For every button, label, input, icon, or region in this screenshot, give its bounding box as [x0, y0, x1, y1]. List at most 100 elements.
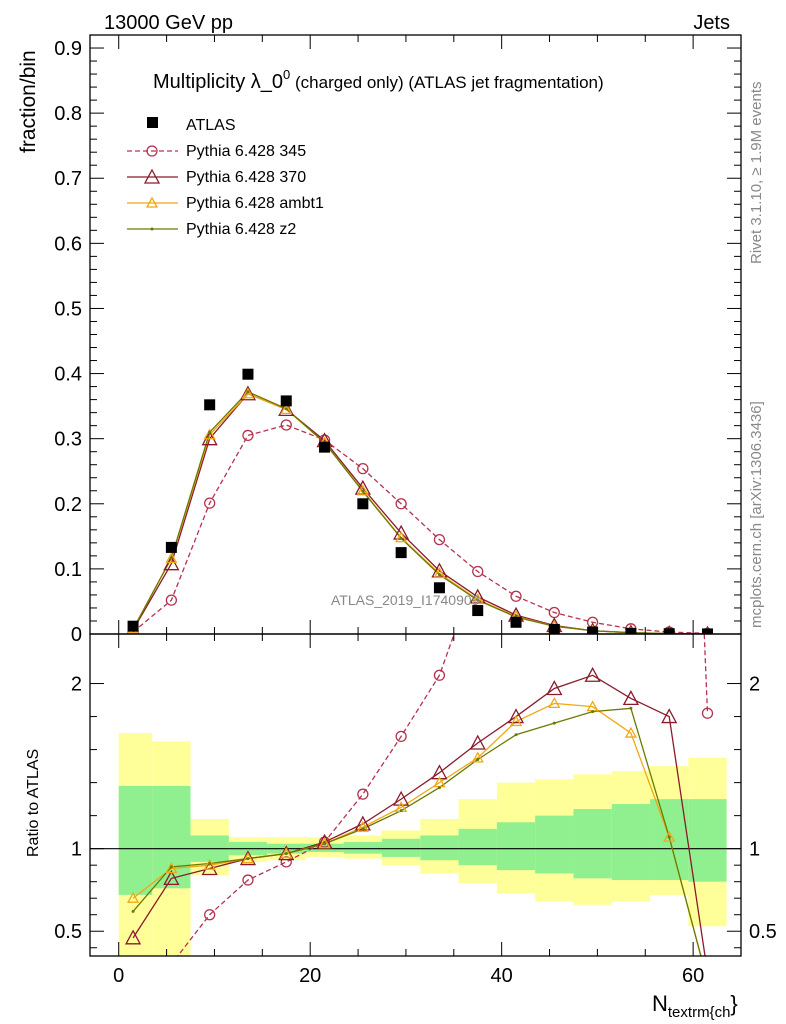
atlas-data-point — [510, 616, 522, 628]
point-345 — [318, 836, 331, 848]
y-tick-label-top: 0.6 — [54, 233, 82, 255]
band-green-bin — [573, 809, 612, 879]
legend-label-atlas: ATLAS — [186, 117, 236, 134]
atlas-data-point — [357, 498, 369, 510]
band-green-bin — [688, 799, 727, 882]
point-ambt1 — [203, 428, 216, 440]
y-tick-label-top: 0.4 — [54, 364, 82, 386]
point-370 — [239, 850, 257, 866]
band-green-bin — [611, 804, 651, 881]
ratio-line-345 — [176, 634, 709, 956]
point-z2 — [476, 757, 480, 761]
x-tick-label: 40 — [491, 965, 513, 987]
legend-label-370: Pythia 6.428 370 — [186, 169, 306, 186]
y-tick-label-top: 0.8 — [54, 103, 82, 125]
point-345 — [433, 533, 446, 546]
point-z2 — [208, 862, 212, 866]
point-z2 — [361, 827, 365, 831]
point-370 — [622, 690, 639, 706]
point-ambt1 — [126, 891, 140, 903]
point-z2 — [667, 835, 671, 839]
point-z2 — [169, 865, 173, 869]
band-green-bin — [118, 785, 153, 895]
atlas-data-point — [395, 547, 407, 559]
point-z2 — [284, 407, 288, 411]
atlas-data-point — [165, 541, 177, 553]
point-ambt1 — [509, 715, 523, 727]
legend-marker-z2 — [150, 227, 154, 231]
point-345 — [395, 498, 407, 510]
ratio-panel-frame: 0.5 0.51 12 20 20 40 60 — [54, 633, 777, 987]
chart-title-sup: 0 — [283, 67, 290, 82]
y-tick-label-bottom-right: 0.5 — [749, 921, 777, 943]
point-370 — [393, 790, 410, 806]
analysis-watermark: ATLAS_2019_I1740909 — [331, 592, 480, 608]
point-ambt1 — [548, 697, 561, 709]
series-line-345 — [132, 424, 708, 634]
chart-title: Multiplicity λ_00 (charged only) (ATLAS … — [153, 67, 604, 93]
header-right: Jets — [693, 12, 730, 34]
y-tick-label-top: 0.9 — [54, 38, 82, 60]
legend-marker-345 — [146, 145, 158, 157]
point-z2 — [629, 706, 633, 710]
point-z2 — [437, 786, 441, 790]
point-ambt1 — [241, 852, 255, 864]
point-ambt1 — [471, 751, 484, 763]
legend-label-ambt1: Pythia 6.428 ambt1 — [186, 195, 324, 212]
ratio-line-ambt1 — [132, 702, 702, 956]
ratio-panel-data — [124, 634, 714, 956]
atlas-data-point — [625, 627, 637, 634]
top-panel-frame: 0 0.1 0.2 0.3 0.4 0.5 0.6 0.7 0.8 0.9 — [54, 34, 742, 646]
point-ambt1 — [280, 847, 293, 859]
legend-marker-ambt1 — [145, 196, 159, 208]
point-z2 — [208, 430, 212, 434]
point-ambt1 — [433, 567, 446, 579]
point-ambt1 — [471, 593, 484, 605]
y-tick-label-top: 0.3 — [54, 429, 82, 451]
point-370 — [661, 708, 678, 724]
point-z2 — [552, 721, 556, 725]
point-z2 — [169, 556, 173, 560]
side-text-mcplots: mcplots.cern.ch [arXiv:1306.3436] — [748, 401, 765, 628]
y-tick-label-bottom: 0.5 — [54, 921, 82, 943]
point-ambt1 — [203, 858, 216, 870]
legend: ATLAS Pythia 6.428 345 Pythia 6.428 370 … — [127, 117, 324, 238]
y-axis-label-top: fraction/bin — [17, 50, 40, 153]
y-tick-label-top: 0.5 — [54, 298, 82, 320]
ratio-line-370 — [132, 674, 706, 956]
point-370 — [507, 708, 525, 724]
atlas-data-point — [127, 620, 139, 632]
point-z2 — [591, 710, 595, 714]
atlas-data-point — [204, 399, 216, 411]
point-z2 — [246, 390, 250, 394]
atlas-data-point — [319, 441, 331, 453]
x-axis-label-sub: textrm{ch — [668, 1004, 731, 1021]
band-green-bin — [535, 815, 574, 874]
legend-label-z2: Pythia 6.428 z2 — [186, 221, 296, 238]
y-axis-label-bottom: Ratio to ATLAS — [25, 749, 42, 857]
series-line-z2 — [132, 391, 708, 634]
y-tick-label-top: 0.2 — [54, 494, 82, 516]
legend-label-345: Pythia 6.428 345 — [186, 143, 306, 160]
point-345 — [242, 429, 254, 442]
point-345 — [701, 707, 714, 719]
point-ambt1 — [395, 531, 408, 543]
atlas-data-point — [472, 605, 484, 617]
x-tick-label: 20 — [299, 965, 321, 987]
side-text-rivet: Rivet 3.1.10, ≥ 1.9M events — [748, 82, 765, 265]
band-green-bin — [420, 835, 459, 861]
atlas-data-point — [663, 628, 675, 634]
point-345 — [472, 565, 484, 578]
x-axis-label-end: } — [730, 991, 737, 1016]
point-370 — [278, 845, 295, 861]
y-tick-label-bottom: 1 — [71, 839, 82, 861]
atlas-data-point — [280, 395, 292, 407]
point-ambt1 — [356, 820, 369, 832]
x-axis-label: Ntextrm{ch} — [652, 991, 738, 1021]
x-axis-label-main: N — [652, 991, 668, 1016]
atlas-data-point — [433, 582, 445, 594]
point-ambt1 — [165, 862, 178, 874]
point-345 — [204, 497, 216, 509]
band-green-bin — [343, 842, 382, 854]
